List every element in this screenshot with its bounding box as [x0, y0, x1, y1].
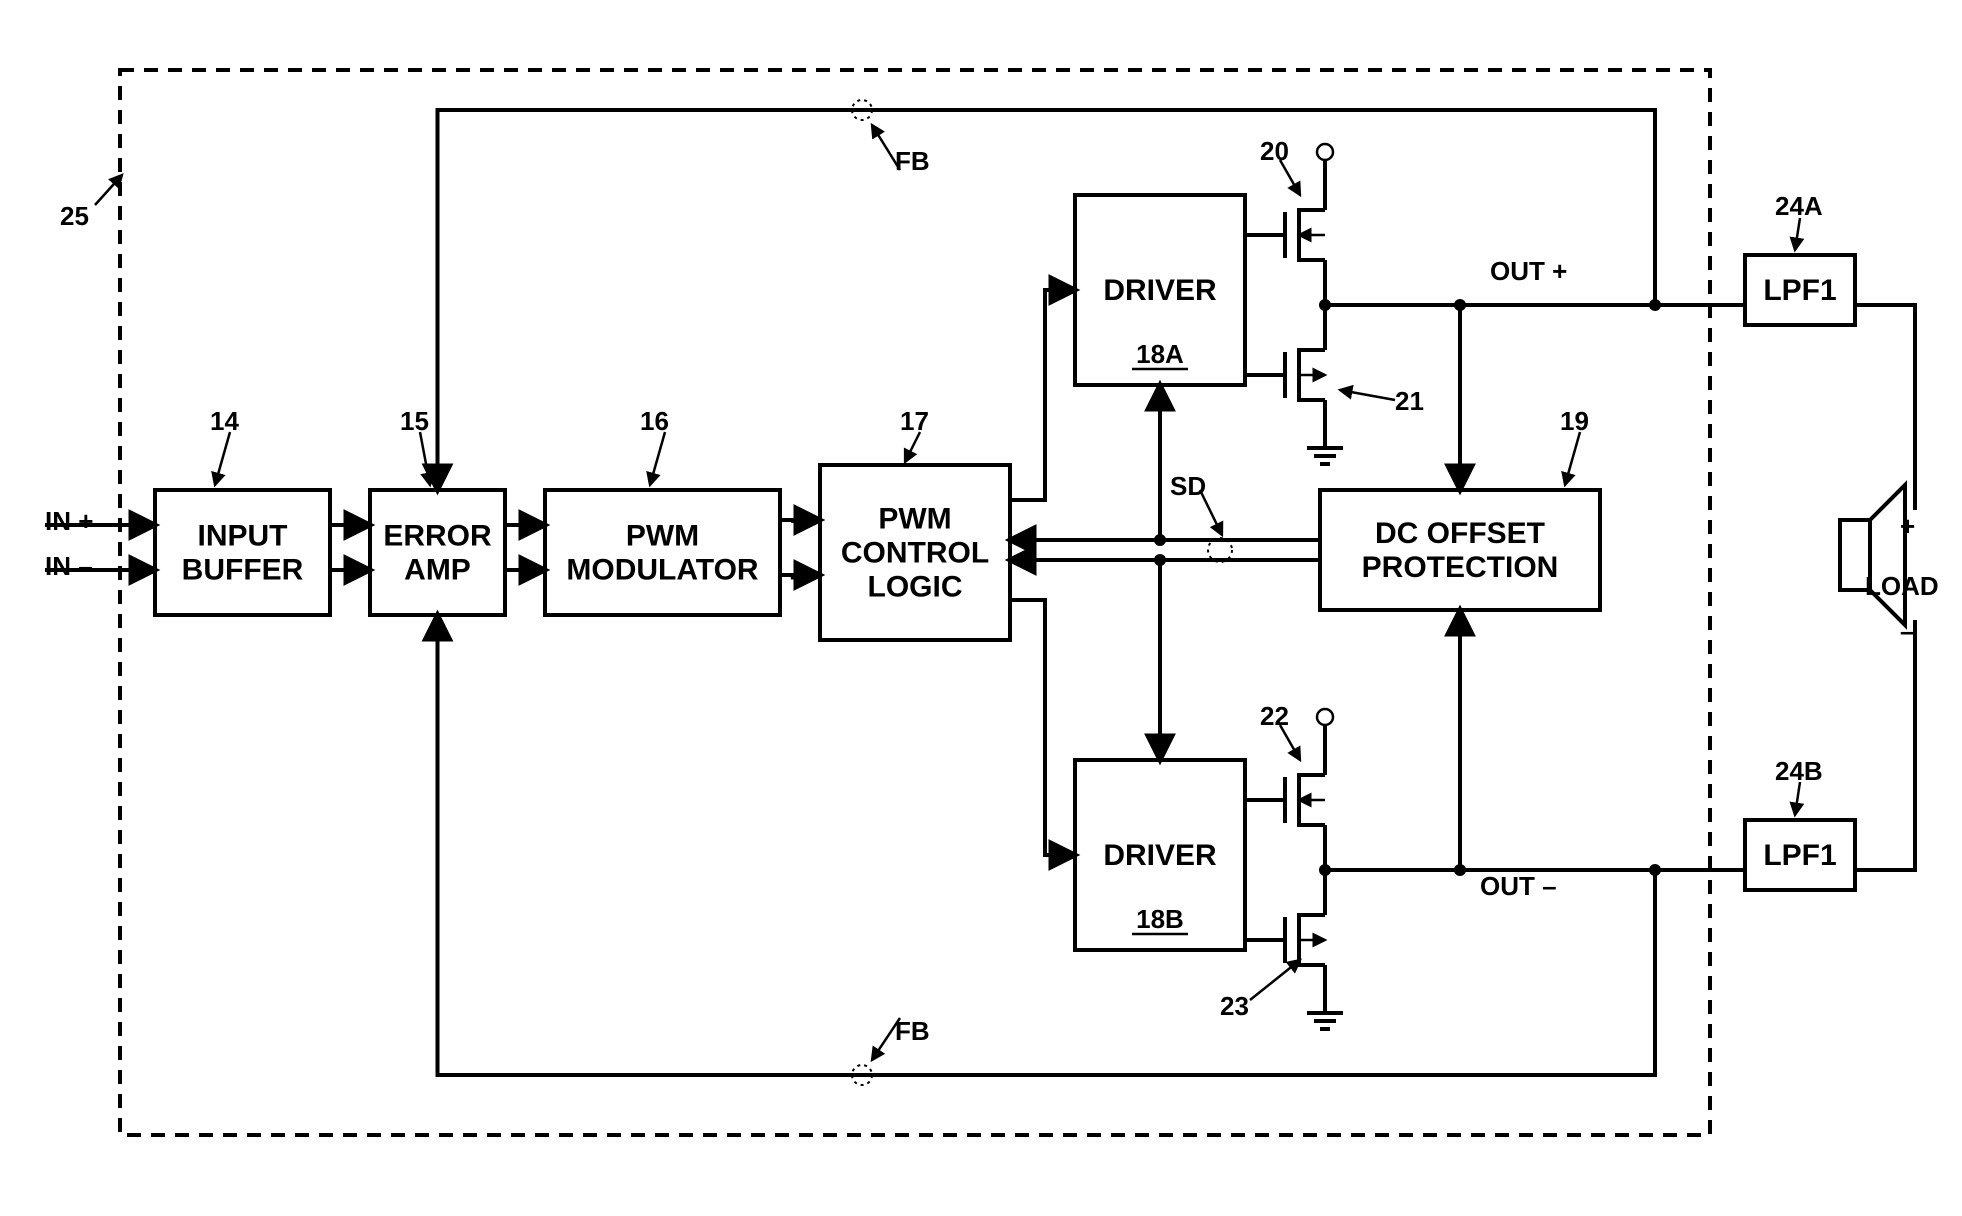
svg-text:+: + [790, 506, 805, 536]
svg-text:ERROR: ERROR [383, 520, 492, 553]
svg-text:LOGIC: LOGIC [868, 571, 963, 604]
ref-leader [1795, 218, 1800, 250]
svg-text:FB: FB [895, 1016, 930, 1046]
svg-text:OUT +: OUT + [1490, 256, 1567, 286]
wire [1010, 290, 1075, 500]
block [1320, 490, 1600, 610]
pmos-transistor [1260, 180, 1325, 290]
block [155, 490, 330, 615]
block-diagram: INPUTBUFFERERRORAMPPWMMODULATORPWMCONTRO… [0, 0, 1962, 1216]
ref-leader [1565, 432, 1580, 485]
svg-text:PROTECTION: PROTECTION [1362, 551, 1559, 584]
svg-text:22: 22 [1260, 701, 1289, 731]
nmos-transistor [1260, 320, 1325, 430]
svg-text:+: + [1900, 511, 1915, 541]
svg-text:19: 19 [1560, 406, 1589, 436]
svg-text:18A: 18A [1136, 339, 1184, 369]
block [545, 490, 780, 615]
svg-text:LPF1: LPF1 [1763, 274, 1836, 307]
svg-text:DRIVER: DRIVER [1103, 274, 1217, 307]
svg-text:AMP: AMP [404, 554, 471, 587]
svg-text:SD: SD [1170, 471, 1206, 501]
svg-text:14: 14 [210, 406, 239, 436]
svg-text:DRIVER: DRIVER [1103, 839, 1217, 872]
svg-text:CONTROL: CONTROL [841, 537, 989, 570]
wire [1010, 600, 1075, 855]
nmos-transistor [1260, 885, 1325, 995]
ref-leader [1795, 782, 1800, 815]
svg-text:–: – [1900, 616, 1914, 646]
ref-leader [1200, 490, 1222, 535]
svg-text:21: 21 [1395, 386, 1424, 416]
ref-leader [1280, 725, 1300, 760]
svg-text:25: 25 [60, 201, 89, 231]
pmos-transistor [1260, 745, 1325, 855]
wire [1855, 305, 1915, 510]
block [370, 490, 505, 615]
ref-leader [905, 432, 920, 462]
svg-text:LOAD: LOAD [1865, 571, 1939, 601]
svg-text:–: – [790, 561, 804, 591]
svg-text:FB: FB [895, 146, 930, 176]
svg-text:17: 17 [900, 406, 929, 436]
svg-text:24A: 24A [1775, 191, 1823, 221]
wire [1855, 620, 1915, 870]
svg-text:LPF1: LPF1 [1763, 839, 1836, 872]
svg-text:PWM: PWM [878, 503, 951, 536]
ref-leader [95, 175, 122, 205]
ref-leader [215, 432, 230, 485]
svg-text:IN +: IN + [45, 506, 93, 536]
svg-text:18B: 18B [1136, 904, 1184, 934]
ref-leader [650, 432, 665, 485]
ref-leader [1340, 390, 1395, 400]
ref-leader [1280, 160, 1300, 195]
svg-text:INPUT: INPUT [198, 520, 288, 553]
ref-leader [420, 432, 430, 485]
svg-text:DC OFFSET: DC OFFSET [1375, 517, 1545, 550]
svg-text:OUT –: OUT – [1480, 871, 1557, 901]
svg-text:23: 23 [1220, 991, 1249, 1021]
svg-text:24B: 24B [1775, 756, 1823, 786]
ref-leader [1250, 960, 1300, 1000]
svg-text:15: 15 [400, 406, 429, 436]
svg-text:MODULATOR: MODULATOR [566, 554, 759, 587]
svg-text:BUFFER: BUFFER [182, 554, 304, 587]
svg-text:IN –: IN – [45, 551, 93, 581]
svg-text:PWM: PWM [626, 520, 699, 553]
svg-text:16: 16 [640, 406, 669, 436]
svg-text:20: 20 [1260, 136, 1289, 166]
